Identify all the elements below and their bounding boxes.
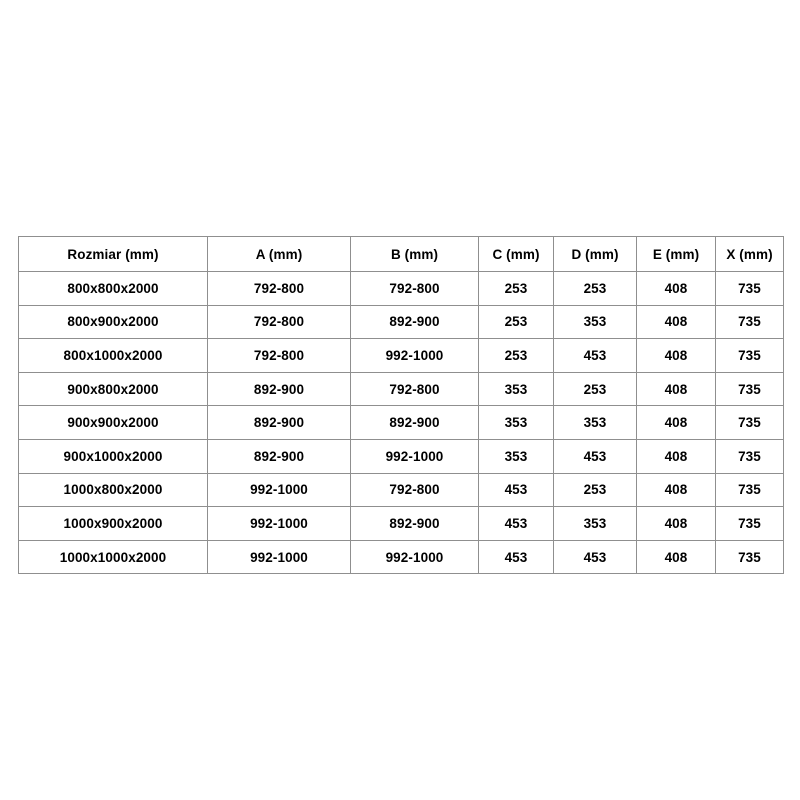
- cell-size: 1000x1000x2000: [18, 539, 208, 575]
- cell-c: 353: [478, 438, 554, 474]
- cell-size: 800x900x2000: [18, 304, 208, 340]
- cell-c: 253: [478, 304, 554, 340]
- cell-size: 900x1000x2000: [18, 438, 208, 474]
- column-header-e: E (mm): [636, 236, 716, 272]
- table-row: 800x900x2000 792-800 892-900 253 353 408 735: [18, 304, 784, 340]
- table-header: Rozmiar (mm) A (mm) B (mm) C (mm) D (mm) E (m…: [18, 236, 784, 272]
- cell-e: 408: [636, 438, 716, 474]
- cell-c: 253: [478, 271, 554, 306]
- cell-c: 353: [478, 371, 554, 407]
- cell-size: 1000x800x2000: [18, 472, 208, 508]
- cell-a: 892-900: [207, 405, 351, 440]
- cell-x: 735: [715, 371, 784, 407]
- cell-e: 408: [636, 271, 716, 306]
- column-header-b: B (mm): [350, 236, 479, 272]
- cell-a: 792-800: [207, 338, 351, 373]
- cell-d: 253: [553, 271, 637, 306]
- cell-b: 892-900: [350, 304, 479, 340]
- column-header-size: Rozmiar (mm): [18, 236, 208, 272]
- cell-b: 792-800: [350, 472, 479, 508]
- cell-b: 992-1000: [350, 438, 479, 474]
- table-row: 1000x1000x2000 992-1000 992-1000 453 453 408 7…: [18, 539, 784, 575]
- cell-a: 892-900: [207, 371, 351, 407]
- cell-e: 408: [636, 405, 716, 440]
- table-row: 900x1000x2000 892-900 992-1000 353 453 408 735: [18, 438, 784, 474]
- spec-table-container: Rozmiar (mm) A (mm) B (mm) C (mm) D (mm) E (m…: [18, 236, 784, 575]
- cell-b: 792-800: [350, 271, 479, 306]
- table-row: 900x900x2000 892-900 892-900 353 353 408 735: [18, 405, 784, 440]
- cell-c: 453: [478, 472, 554, 508]
- cell-size: 1000x900x2000: [18, 506, 208, 541]
- cell-x: 735: [715, 506, 784, 541]
- cell-x: 735: [715, 304, 784, 340]
- cell-e: 408: [636, 371, 716, 407]
- cell-d: 253: [553, 371, 637, 407]
- table-header-row: Rozmiar (mm) A (mm) B (mm) C (mm) D (mm) E (m…: [18, 236, 784, 272]
- cell-d: 353: [553, 304, 637, 340]
- column-header-x: X (mm): [715, 236, 784, 272]
- cell-e: 408: [636, 539, 716, 575]
- cell-size: 900x900x2000: [18, 405, 208, 440]
- cell-size: 900x800x2000: [18, 371, 208, 407]
- column-header-a: A (mm): [207, 236, 351, 272]
- column-header-d: D (mm): [553, 236, 637, 272]
- cell-b: 892-900: [350, 506, 479, 541]
- cell-c: 253: [478, 338, 554, 373]
- cell-c: 453: [478, 539, 554, 575]
- cell-x: 735: [715, 405, 784, 440]
- table-row: 900x800x2000 892-900 792-800 353 253 408 735: [18, 371, 784, 407]
- cell-e: 408: [636, 304, 716, 340]
- cell-b: 992-1000: [350, 539, 479, 575]
- cell-size: 800x1000x2000: [18, 338, 208, 373]
- column-header-c: C (mm): [478, 236, 554, 272]
- cell-x: 735: [715, 338, 784, 373]
- cell-a: 992-1000: [207, 472, 351, 508]
- cell-x: 735: [715, 271, 784, 306]
- cell-x: 735: [715, 539, 784, 575]
- cell-b: 892-900: [350, 405, 479, 440]
- cell-d: 353: [553, 405, 637, 440]
- table-row: 800x1000x2000 792-800 992-1000 253 453 408 735: [18, 338, 784, 373]
- cell-a: 792-800: [207, 271, 351, 306]
- cell-c: 353: [478, 405, 554, 440]
- cell-x: 735: [715, 438, 784, 474]
- cell-size: 800x800x2000: [18, 271, 208, 306]
- cell-a: 992-1000: [207, 506, 351, 541]
- cell-d: 453: [553, 438, 637, 474]
- table-row: 800x800x2000 792-800 792-800 253 253 408 735: [18, 271, 784, 306]
- cell-b: 992-1000: [350, 338, 479, 373]
- cell-a: 892-900: [207, 438, 351, 474]
- cell-a: 792-800: [207, 304, 351, 340]
- cell-d: 253: [553, 472, 637, 508]
- cell-b: 792-800: [350, 371, 479, 407]
- cell-c: 453: [478, 506, 554, 541]
- table-row: 1000x900x2000 992-1000 892-900 453 353 408 735: [18, 506, 784, 541]
- cell-x: 735: [715, 472, 784, 508]
- cell-d: 453: [553, 539, 637, 575]
- cell-d: 453: [553, 338, 637, 373]
- cell-a: 992-1000: [207, 539, 351, 575]
- cell-e: 408: [636, 338, 716, 373]
- cell-d: 353: [553, 506, 637, 541]
- cell-e: 408: [636, 472, 716, 508]
- table-body: 800x800x2000 792-800 792-800 253 253 408 735 80…: [18, 271, 784, 575]
- shower-enclosure-dimensions-table: Rozmiar (mm) A (mm) B (mm) C (mm) D (mm) E (m…: [18, 236, 784, 575]
- table-row: 1000x800x2000 992-1000 792-800 453 253 408 735: [18, 472, 784, 508]
- cell-e: 408: [636, 506, 716, 541]
